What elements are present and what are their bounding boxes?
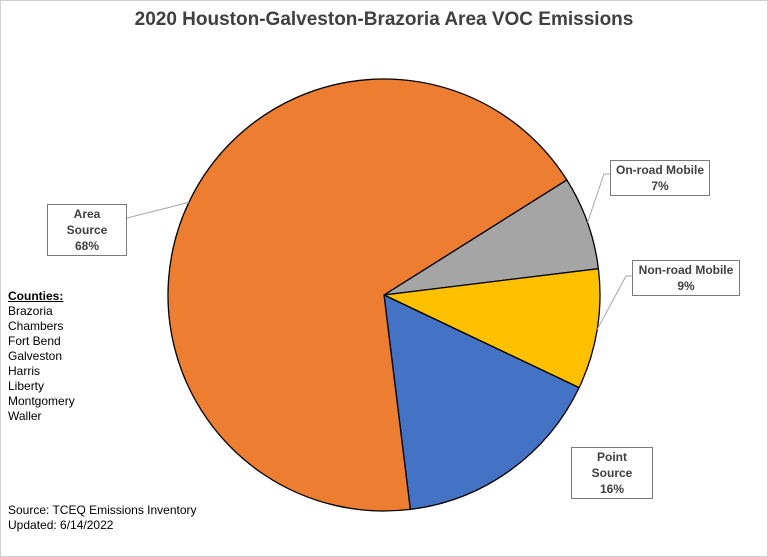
county-item: Galveston: [8, 349, 63, 363]
updated-text: Updated: 6/14/2022: [8, 518, 114, 532]
county-item: Harris: [8, 364, 40, 378]
chart-title: 2020 Houston-Galveston-Brazoria Area VOC…: [134, 9, 634, 30]
county-item: Brazoria: [8, 304, 53, 318]
label-point-source: Point Source 16%: [571, 447, 653, 499]
slice-name: Non-road Mobile: [638, 263, 734, 277]
pie-slice-point-source: [383, 293, 580, 511]
label-non-road-mobile: Non-road Mobile 9%: [632, 260, 740, 296]
leader-line: [596, 275, 632, 330]
slice-percent: 9%: [677, 279, 695, 293]
county-item: Montgomery: [8, 394, 75, 408]
county-item: Waller: [8, 409, 42, 423]
pie-slice-non-road-mobile: [381, 267, 601, 389]
counties-heading: Counties:: [8, 289, 64, 303]
leader-line: [587, 173, 610, 223]
label-area-source: Area Source 68%: [47, 204, 127, 256]
label-on-road-mobile: On-road Mobile 7%: [610, 160, 710, 196]
slice-percent: 16%: [599, 482, 625, 496]
county-item: Fort Bend: [8, 334, 61, 348]
slice-name: Point Source: [591, 450, 633, 480]
slice-percent: 68%: [74, 239, 100, 253]
slice-name: Area Source: [66, 207, 108, 237]
leader-line: [126, 201, 190, 219]
source-text: Source: TCEQ Emissions Inventory: [8, 503, 197, 517]
slice-percent: 7%: [651, 179, 669, 193]
county-item: Liberty: [8, 379, 45, 393]
source-note: Source: TCEQ Emissions Inventory Updated…: [8, 503, 197, 533]
counties-list: Counties: Brazoria Chambers Fort Bend Ga…: [8, 289, 75, 424]
county-item: Chambers: [8, 319, 64, 333]
slice-name: On-road Mobile: [616, 163, 704, 177]
